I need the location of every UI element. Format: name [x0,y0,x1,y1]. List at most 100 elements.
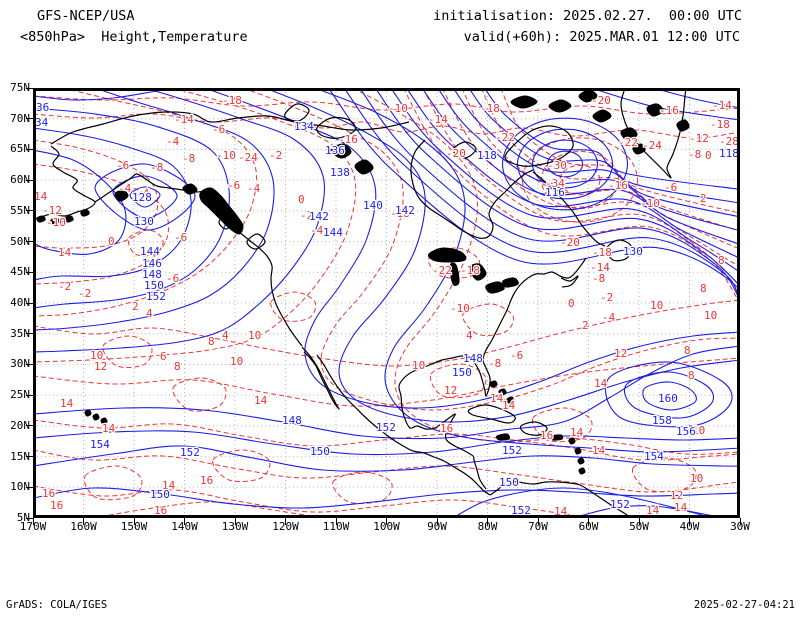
height-contour [605,361,733,428]
height-contour-label: 150 [452,366,472,379]
lon-axis-label: 90W [427,520,447,533]
lat-axis-label: 25N [10,388,30,402]
temp-contour-label: -22 [495,131,515,144]
coastline [301,346,340,410]
temp-contour-label: -14 [712,99,732,112]
temp-contour-label: -6 [116,159,129,172]
height-contour [437,88,740,232]
temp-contour-label: 14 [592,444,606,457]
temp-contour [242,88,740,411]
height-contour [452,88,740,218]
land-feature [468,263,487,281]
lon-tick [285,518,286,525]
lat-axis-label: 60N [10,173,30,187]
temp-contour [480,88,740,232]
land-feature [620,127,638,141]
temp-contour-label: -2 [269,149,282,162]
height-contour-label: 116 [545,186,565,199]
temp-contour-label: 4 [146,307,153,320]
temp-contour-label: 10 [248,329,261,342]
height-contour-label: 142 [395,204,415,217]
height-contour-label: 150 [499,476,519,489]
island-coastline [452,141,477,159]
height-contour-label: 130 [623,245,643,258]
temp-contour-label: -18 [710,118,730,131]
temp-contour [33,88,357,363]
temp-contour-label: -12 [42,204,62,217]
temp-contour-label: -24 [238,151,258,164]
coastline [33,145,96,219]
lon-tick [537,518,539,525]
lon-axis-label: 130W [221,520,249,533]
temp-contour-label: 8 [718,254,725,267]
temp-contour-label: 14 [490,392,504,405]
temp-contour-label: 8 [684,344,691,357]
lat-axis-label: 30N [10,357,30,371]
land-feature [84,409,92,417]
lat-tick [26,87,33,89]
temp-contour-label: -22 [618,136,638,149]
lat-axis-label: 35N [10,326,30,340]
temp-contour-label: 16 [154,504,167,517]
temp-contour-label: 4 [466,329,473,342]
coastline [316,354,491,496]
temp-contour [352,88,740,455]
temp-contour-label: -4 [166,135,180,148]
lon-tick [83,518,84,525]
temp-contour-label: 10 [704,309,717,322]
lon-tick [335,518,337,525]
temp-contour-label: -14 [428,113,448,126]
height-contour-label: 154 [644,450,664,463]
height-contour [421,88,740,246]
height-contour [264,88,740,423]
temp-contour-label: -18 [480,102,500,115]
temp-contour [33,485,594,518]
temp-contour-label: -18 [592,246,612,259]
temp-contour-label: -4 [136,187,150,200]
temp-contour-label: 0 [568,297,575,310]
temp-contour-label: -14 [174,113,194,126]
temp-contour-label: -30 [547,159,567,172]
temp-contour-label: 14 [102,422,116,435]
temp-contour [559,164,601,196]
temp-contour [332,471,393,505]
lon-axis-label: 80W [477,520,498,533]
lat-tick [26,333,33,335]
temp-contour [33,419,740,461]
lon-axis-label: 140W [171,520,198,533]
height-contour [33,107,230,309]
temp-contour-label: -8 [488,357,501,370]
height-contour-label: 150 [150,488,170,501]
coastline [532,171,606,247]
temp-contour [521,137,639,223]
lat-axis-label: 20N [10,418,30,432]
temp-contour-label: -10 [450,302,470,315]
temp-contour-label: 14 [674,501,688,514]
temp-contour-label: 10 [90,349,103,362]
temp-contour-label: 8 [174,360,181,373]
land-feature [550,434,564,441]
lon-axis-label: 30W [730,520,750,533]
temp-contour-label: -20 [446,147,466,160]
height-contour [204,88,740,409]
lat-axis-label: 65N [10,142,30,156]
temp-contour-label: -34 [545,177,565,190]
temp-contour-label: -16 [659,104,679,117]
land-feature [92,413,100,421]
height-contour [624,371,715,419]
field-title: <850hPa> Height,Temperature [20,29,248,45]
height-contour [33,445,740,472]
height-contour-label: 150 [310,445,330,458]
lon-tick [436,518,438,525]
lon-tick [234,518,236,525]
height-contour-label: 146 [142,257,162,270]
temp-contour-label: 8 [688,369,695,382]
coastline [398,257,587,490]
model-title: GFS-NCEP/USA [37,8,135,24]
temp-contour [172,377,227,412]
valid-time: valid(+60h): 2025.MAR.01 12:00 UTC [463,29,740,45]
lon-tick [487,518,488,525]
temp-contour [270,291,317,322]
land-feature [568,437,576,445]
island-coastline [519,421,548,436]
